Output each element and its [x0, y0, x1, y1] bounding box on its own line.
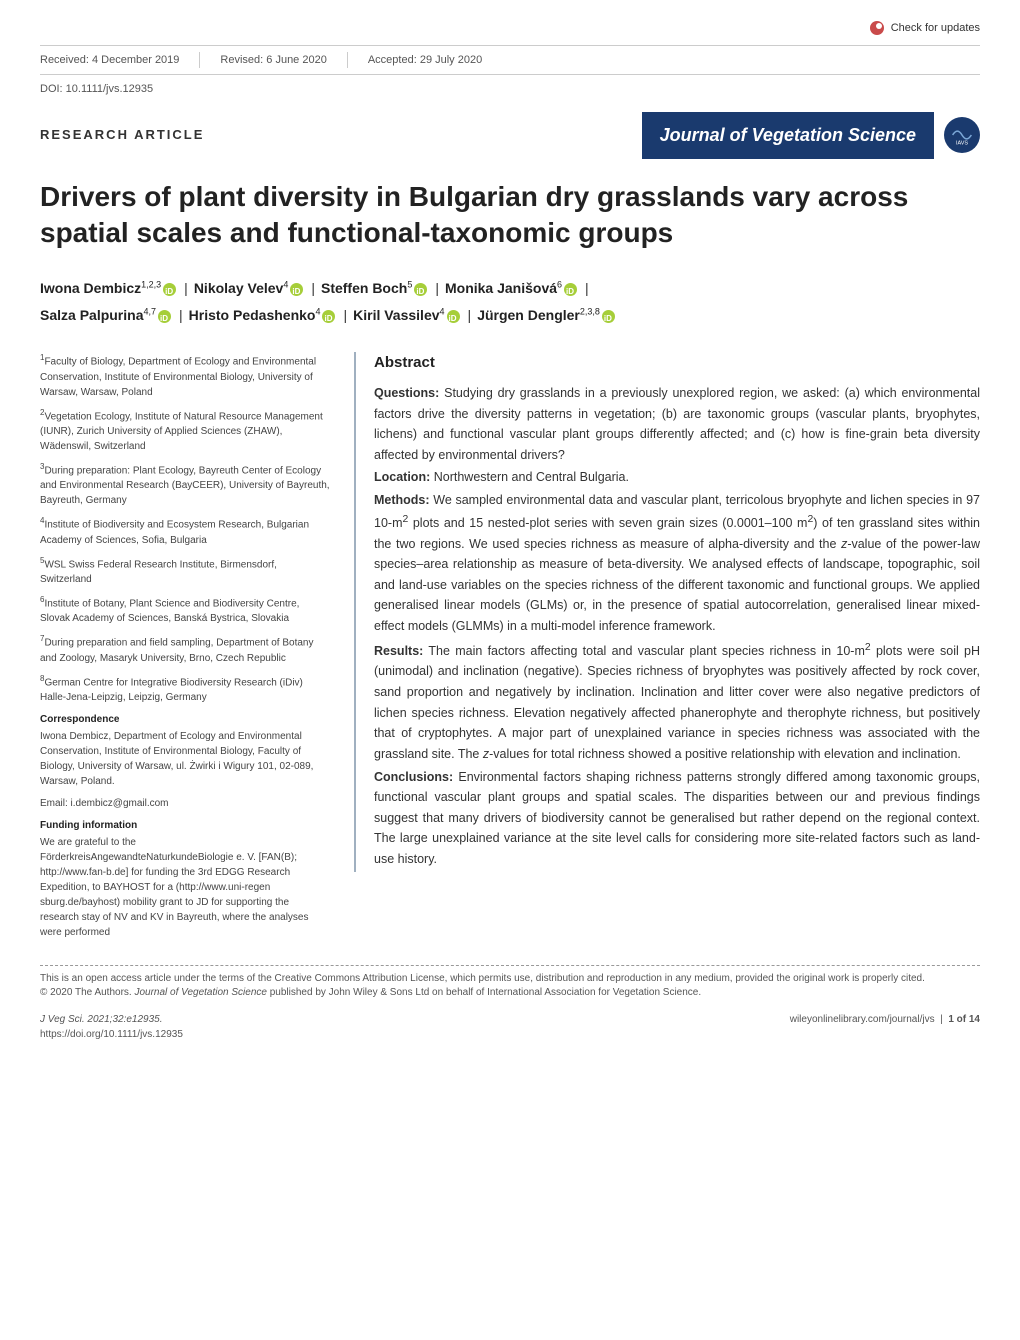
- left-sidebar: 1Faculty of Biology, Department of Ecolo…: [40, 352, 330, 947]
- label-conclusions: Conclusions:: [374, 770, 453, 784]
- orcid-icon[interactable]: [564, 283, 577, 296]
- affiliation: 8German Centre for Integrative Biodivers…: [40, 673, 330, 705]
- orcid-icon[interactable]: [602, 310, 615, 323]
- abstract-questions: Studying dry grasslands in a previously …: [374, 386, 980, 462]
- author: Jürgen Dengler2,3,8: [477, 307, 617, 323]
- orcid-icon[interactable]: [290, 283, 303, 296]
- license-divider: [40, 965, 980, 966]
- author-separator: |: [311, 280, 315, 296]
- submission-dates: Received: 4 December 2019 Revised: 6 Jun…: [40, 45, 980, 76]
- check-updates-label: Check for updates: [891, 22, 980, 34]
- check-updates-icon: [870, 21, 884, 35]
- abstract-body: Questions: Studying dry grasslands in a …: [374, 383, 980, 870]
- affiliation: 1Faculty of Biology, Department of Ecolo…: [40, 352, 330, 399]
- journal-banner: Journal of Vegetation Science IAVS: [642, 112, 980, 159]
- author-separator: |: [585, 280, 589, 296]
- author: Hristo Pedashenko4: [189, 307, 338, 323]
- article-type: RESEARCH ARTICLE: [40, 125, 204, 145]
- correspondence-body: Iwona Dembicz, Department of Ecology and…: [40, 729, 330, 789]
- orcid-icon[interactable]: [322, 310, 335, 323]
- main-two-column: 1Faculty of Biology, Department of Ecolo…: [40, 352, 980, 947]
- author: Monika Janišová6: [445, 280, 579, 296]
- correspondence-heading: Correspondence: [40, 712, 330, 727]
- author: Salza Palpurina4,7: [40, 307, 173, 323]
- footer-citation: J Veg Sci. 2021;32:e12935.: [40, 1014, 163, 1025]
- affiliation: 3During preparation: Plant Ecology, Bayr…: [40, 461, 330, 508]
- journal-name: Journal of Vegetation Science: [642, 112, 934, 159]
- author: Nikolay Velev4: [194, 280, 306, 296]
- article-type-row: RESEARCH ARTICLE Journal of Vegetation S…: [40, 112, 980, 159]
- orcid-icon[interactable]: [158, 310, 171, 323]
- abstract-location: Northwestern and Central Bulgaria.: [434, 470, 629, 484]
- author: Steffen Boch5: [321, 280, 429, 296]
- page-footer: J Veg Sci. 2021;32:e12935. https://doi.o…: [40, 1012, 980, 1042]
- footer-left: J Veg Sci. 2021;32:e12935. https://doi.o…: [40, 1012, 183, 1042]
- affiliation: 7During preparation and field sampling, …: [40, 633, 330, 665]
- footer-right: wileyonlinelibrary.com/journal/jvs | 1 o…: [790, 1012, 980, 1042]
- abstract-column: Abstract Questions: Studying dry grassla…: [354, 352, 980, 871]
- author-separator: |: [435, 280, 439, 296]
- license-line1: This is an open access article under the…: [40, 973, 925, 984]
- funding-body: We are grateful to the FörderkreisAngewa…: [40, 835, 330, 940]
- label-results: Results:: [374, 644, 423, 658]
- abstract-heading: Abstract: [374, 352, 980, 375]
- footer-page-number: 1 of 14: [948, 1014, 980, 1025]
- label-methods: Methods:: [374, 493, 430, 507]
- affiliation: 6Institute of Botany, Plant Science and …: [40, 594, 330, 626]
- author-separator: |: [179, 307, 183, 323]
- orcid-icon[interactable]: [447, 310, 460, 323]
- license-line2: © 2020 The Authors. Journal of Vegetatio…: [40, 987, 701, 998]
- label-location: Location:: [374, 470, 430, 484]
- orcid-icon[interactable]: [163, 283, 176, 296]
- abstract-methods: We sampled environmental data and vascul…: [374, 493, 980, 633]
- orcid-icon[interactable]: [414, 283, 427, 296]
- article-title: Drivers of plant diversity in Bulgarian …: [40, 179, 980, 252]
- check-updates-badge[interactable]: Check for updates: [40, 20, 980, 37]
- author-list: Iwona Dembicz1,2,3|Nikolay Velev4|Steffe…: [40, 275, 980, 328]
- footer-doi-url[interactable]: https://doi.org/10.1111/jvs.12935: [40, 1029, 183, 1040]
- correspondence-email[interactable]: Email: i.dembicz@gmail.com: [40, 796, 330, 811]
- date-received: Received: 4 December 2019: [40, 52, 200, 69]
- affiliation: 5WSL Swiss Federal Research Institute, B…: [40, 555, 330, 587]
- author-separator: |: [184, 280, 188, 296]
- journal-logo-icon: IAVS: [944, 117, 980, 153]
- date-revised: Revised: 6 June 2020: [220, 52, 347, 69]
- author-separator: |: [468, 307, 472, 323]
- author: Kiril Vassilev4: [353, 307, 461, 323]
- author-separator: |: [343, 307, 347, 323]
- funding-heading: Funding information: [40, 818, 330, 833]
- author: Iwona Dembicz1,2,3: [40, 280, 178, 296]
- affiliation: 2Vegetation Ecology, Institute of Natura…: [40, 407, 330, 454]
- date-accepted: Accepted: 29 July 2020: [368, 52, 502, 69]
- doi: DOI: 10.1111/jvs.12935: [40, 81, 980, 98]
- abstract-results: The main factors affecting total and vas…: [374, 644, 980, 761]
- license-text: This is an open access article under the…: [40, 972, 980, 1000]
- footer-journal-url[interactable]: wileyonlinelibrary.com/journal/jvs: [790, 1014, 935, 1025]
- affiliation: 4Institute of Biodiversity and Ecosystem…: [40, 515, 330, 547]
- label-questions: Questions:: [374, 386, 439, 400]
- abstract-conclusions: Environmental factors shaping richness p…: [374, 770, 980, 867]
- journal-logo-label: IAVS: [956, 140, 968, 146]
